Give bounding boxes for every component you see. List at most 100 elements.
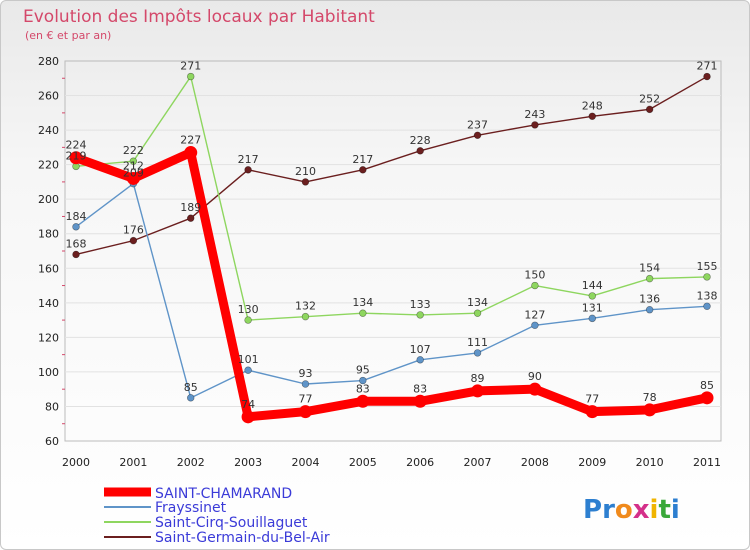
data-label-saint-cirq-souillaguet: 155 bbox=[697, 260, 718, 273]
data-point-frayssinet bbox=[416, 356, 424, 364]
data-label-frayssinet: 93 bbox=[298, 367, 312, 380]
proxiti-logo: Proxiti bbox=[583, 495, 680, 525]
y-tick-label: 240 bbox=[38, 124, 59, 137]
axes: 60 80 100 120 140 160 180 200 220 240 260 280 2000 20… bbox=[38, 55, 721, 469]
data-point-saint-cirq-souillaguet bbox=[187, 72, 195, 81]
data-label-frayssinet: 131 bbox=[582, 301, 603, 314]
data-label-saint-germain-du-bel-air: 271 bbox=[697, 60, 718, 73]
data-label-saint-cirq-souillaguet: 154 bbox=[639, 262, 660, 275]
data-point-saint-germain-du-bel-air bbox=[645, 105, 654, 114]
logo-letter: x bbox=[633, 495, 650, 525]
y-tick-label: 220 bbox=[38, 159, 59, 172]
legend-label-saint-cirq-souillaguet: Saint-Cirq-Souillaguet bbox=[155, 515, 308, 531]
series-line-saint-chamarand bbox=[71, 148, 712, 422]
data-label-saint-cirq-souillaguet: 133 bbox=[410, 298, 431, 311]
x-tick-label: 2007 bbox=[464, 456, 492, 469]
logo-letter: r bbox=[602, 495, 615, 525]
data-point-frayssinet bbox=[531, 321, 539, 329]
x-tick-label: 2004 bbox=[291, 456, 319, 469]
data-point-saint-chamarand bbox=[69, 151, 83, 165]
grid-lines bbox=[65, 95, 721, 407]
data-label-saint-cirq-souillaguet: 144 bbox=[582, 279, 603, 292]
data-label-frayssinet: 209 bbox=[123, 167, 144, 180]
data-point-saint-cirq-souillaguet bbox=[416, 311, 424, 319]
data-point-saint-chamarand bbox=[184, 146, 198, 160]
x-tick-label: 2011 bbox=[693, 456, 721, 469]
data-point-saint-chamarand bbox=[241, 410, 255, 424]
data-label-frayssinet: 111 bbox=[467, 336, 488, 349]
data-label-saint-germain-du-bel-air: 252 bbox=[639, 92, 660, 105]
data-label-frayssinet: 127 bbox=[524, 308, 545, 321]
data-label-saint-germain-du-bel-air: 217 bbox=[352, 153, 373, 166]
data-point-saint-chamarand bbox=[126, 171, 140, 185]
data-label-saint-chamarand: 90 bbox=[528, 370, 542, 383]
data-label-saint-cirq-souillaguet: 134 bbox=[467, 296, 488, 309]
data-label-saint-chamarand: 212 bbox=[123, 159, 144, 172]
data-point-saint-cirq-souillaguet bbox=[588, 292, 596, 300]
y-tick-label: 280 bbox=[38, 55, 59, 68]
data-label-saint-cirq-souillaguet: 271 bbox=[180, 60, 201, 73]
data-label-saint-chamarand: 224 bbox=[66, 139, 87, 152]
legend-label-frayssinet: Frayssinet bbox=[155, 500, 227, 516]
data-point-saint-germain-du-bel-air bbox=[72, 250, 80, 259]
data-point-saint-cirq-souillaguet bbox=[531, 281, 539, 290]
data-point-saint-chamarand bbox=[700, 391, 714, 405]
data-point-saint-cirq-souillaguet bbox=[301, 312, 310, 321]
data-point-saint-chamarand bbox=[643, 403, 657, 417]
data-label-saint-cirq-souillaguet: 222 bbox=[123, 144, 144, 157]
data-point-saint-chamarand bbox=[528, 382, 542, 396]
data-point-saint-germain-du-bel-air bbox=[531, 121, 539, 129]
data-label-frayssinet: 95 bbox=[356, 364, 370, 377]
data-label-saint-germain-du-bel-air: 189 bbox=[180, 201, 201, 214]
data-label-frayssinet: 85 bbox=[184, 381, 198, 394]
data-label-saint-germain-du-bel-air: 237 bbox=[467, 118, 488, 131]
x-tick-label: 2009 bbox=[578, 456, 606, 469]
logo-letter: P bbox=[583, 495, 602, 525]
data-point-saint-chamarand bbox=[413, 394, 427, 408]
series-line-frayssinet bbox=[75, 182, 708, 399]
data-label-saint-germain-du-bel-air: 210 bbox=[295, 165, 316, 178]
data-point-saint-germain-du-bel-air bbox=[129, 236, 138, 245]
x-tick-label: 2002 bbox=[177, 456, 205, 469]
data-label-saint-chamarand: 77 bbox=[585, 393, 599, 406]
data-label-saint-chamarand: 85 bbox=[700, 379, 714, 392]
data-label-saint-cirq-souillaguet: 130 bbox=[238, 303, 259, 316]
x-tick-label: 2008 bbox=[521, 456, 549, 469]
y-tick-label: 60 bbox=[45, 435, 59, 448]
data-label-saint-chamarand: 78 bbox=[643, 391, 657, 404]
data-label-saint-germain-du-bel-air: 168 bbox=[66, 237, 87, 250]
data-point-saint-germain-du-bel-air bbox=[301, 178, 310, 186]
data-point-saint-germain-du-bel-air bbox=[244, 166, 252, 174]
data-label-saint-chamarand: 83 bbox=[356, 382, 370, 395]
data-label-saint-chamarand: 83 bbox=[413, 382, 427, 395]
series-line-saint-cirq-souillaguet bbox=[75, 75, 708, 321]
data-label-saint-chamarand: 74 bbox=[241, 398, 255, 411]
data-labels: 224 212 227 74 77 83 83 89 90 77 78 85 184 209 85 101 93… bbox=[66, 60, 718, 411]
logo-letter: i bbox=[650, 495, 659, 525]
x-tick-label: 2001 bbox=[119, 456, 147, 469]
data-point-frayssinet bbox=[301, 380, 310, 388]
data-label-saint-chamarand: 89 bbox=[471, 372, 485, 385]
y-tick-label: 160 bbox=[38, 262, 59, 275]
data-label-saint-cirq-souillaguet: 150 bbox=[524, 269, 545, 282]
data-point-frayssinet bbox=[72, 223, 80, 231]
data-point-frayssinet bbox=[703, 302, 711, 310]
data-label-frayssinet: 101 bbox=[238, 353, 259, 366]
data-point-frayssinet bbox=[645, 306, 654, 314]
data-point-saint-cirq-souillaguet bbox=[645, 274, 654, 283]
data-point-saint-chamarand bbox=[471, 384, 485, 398]
data-point-frayssinet bbox=[588, 314, 596, 323]
data-point-saint-cirq-souillaguet bbox=[473, 309, 482, 317]
data-label-saint-germain-du-bel-air: 228 bbox=[410, 134, 431, 147]
x-tick-label: 2005 bbox=[349, 456, 377, 469]
legend-label-saint-germain-du-bel-air: Saint-Germain-du-Bel-Air bbox=[155, 530, 330, 546]
data-point-saint-chamarand bbox=[356, 394, 370, 408]
data-point-frayssinet bbox=[473, 349, 482, 357]
legend: SAINT-CHAMARAND Frayssinet Saint-Cirq-So… bbox=[104, 486, 330, 546]
y-tick-label: 80 bbox=[45, 400, 59, 413]
data-point-saint-chamarand bbox=[298, 405, 312, 419]
data-label-saint-germain-du-bel-air: 248 bbox=[582, 99, 603, 112]
data-label-frayssinet: 107 bbox=[410, 343, 431, 356]
data-point-frayssinet bbox=[359, 376, 367, 385]
y-tick-label: 100 bbox=[38, 366, 59, 379]
